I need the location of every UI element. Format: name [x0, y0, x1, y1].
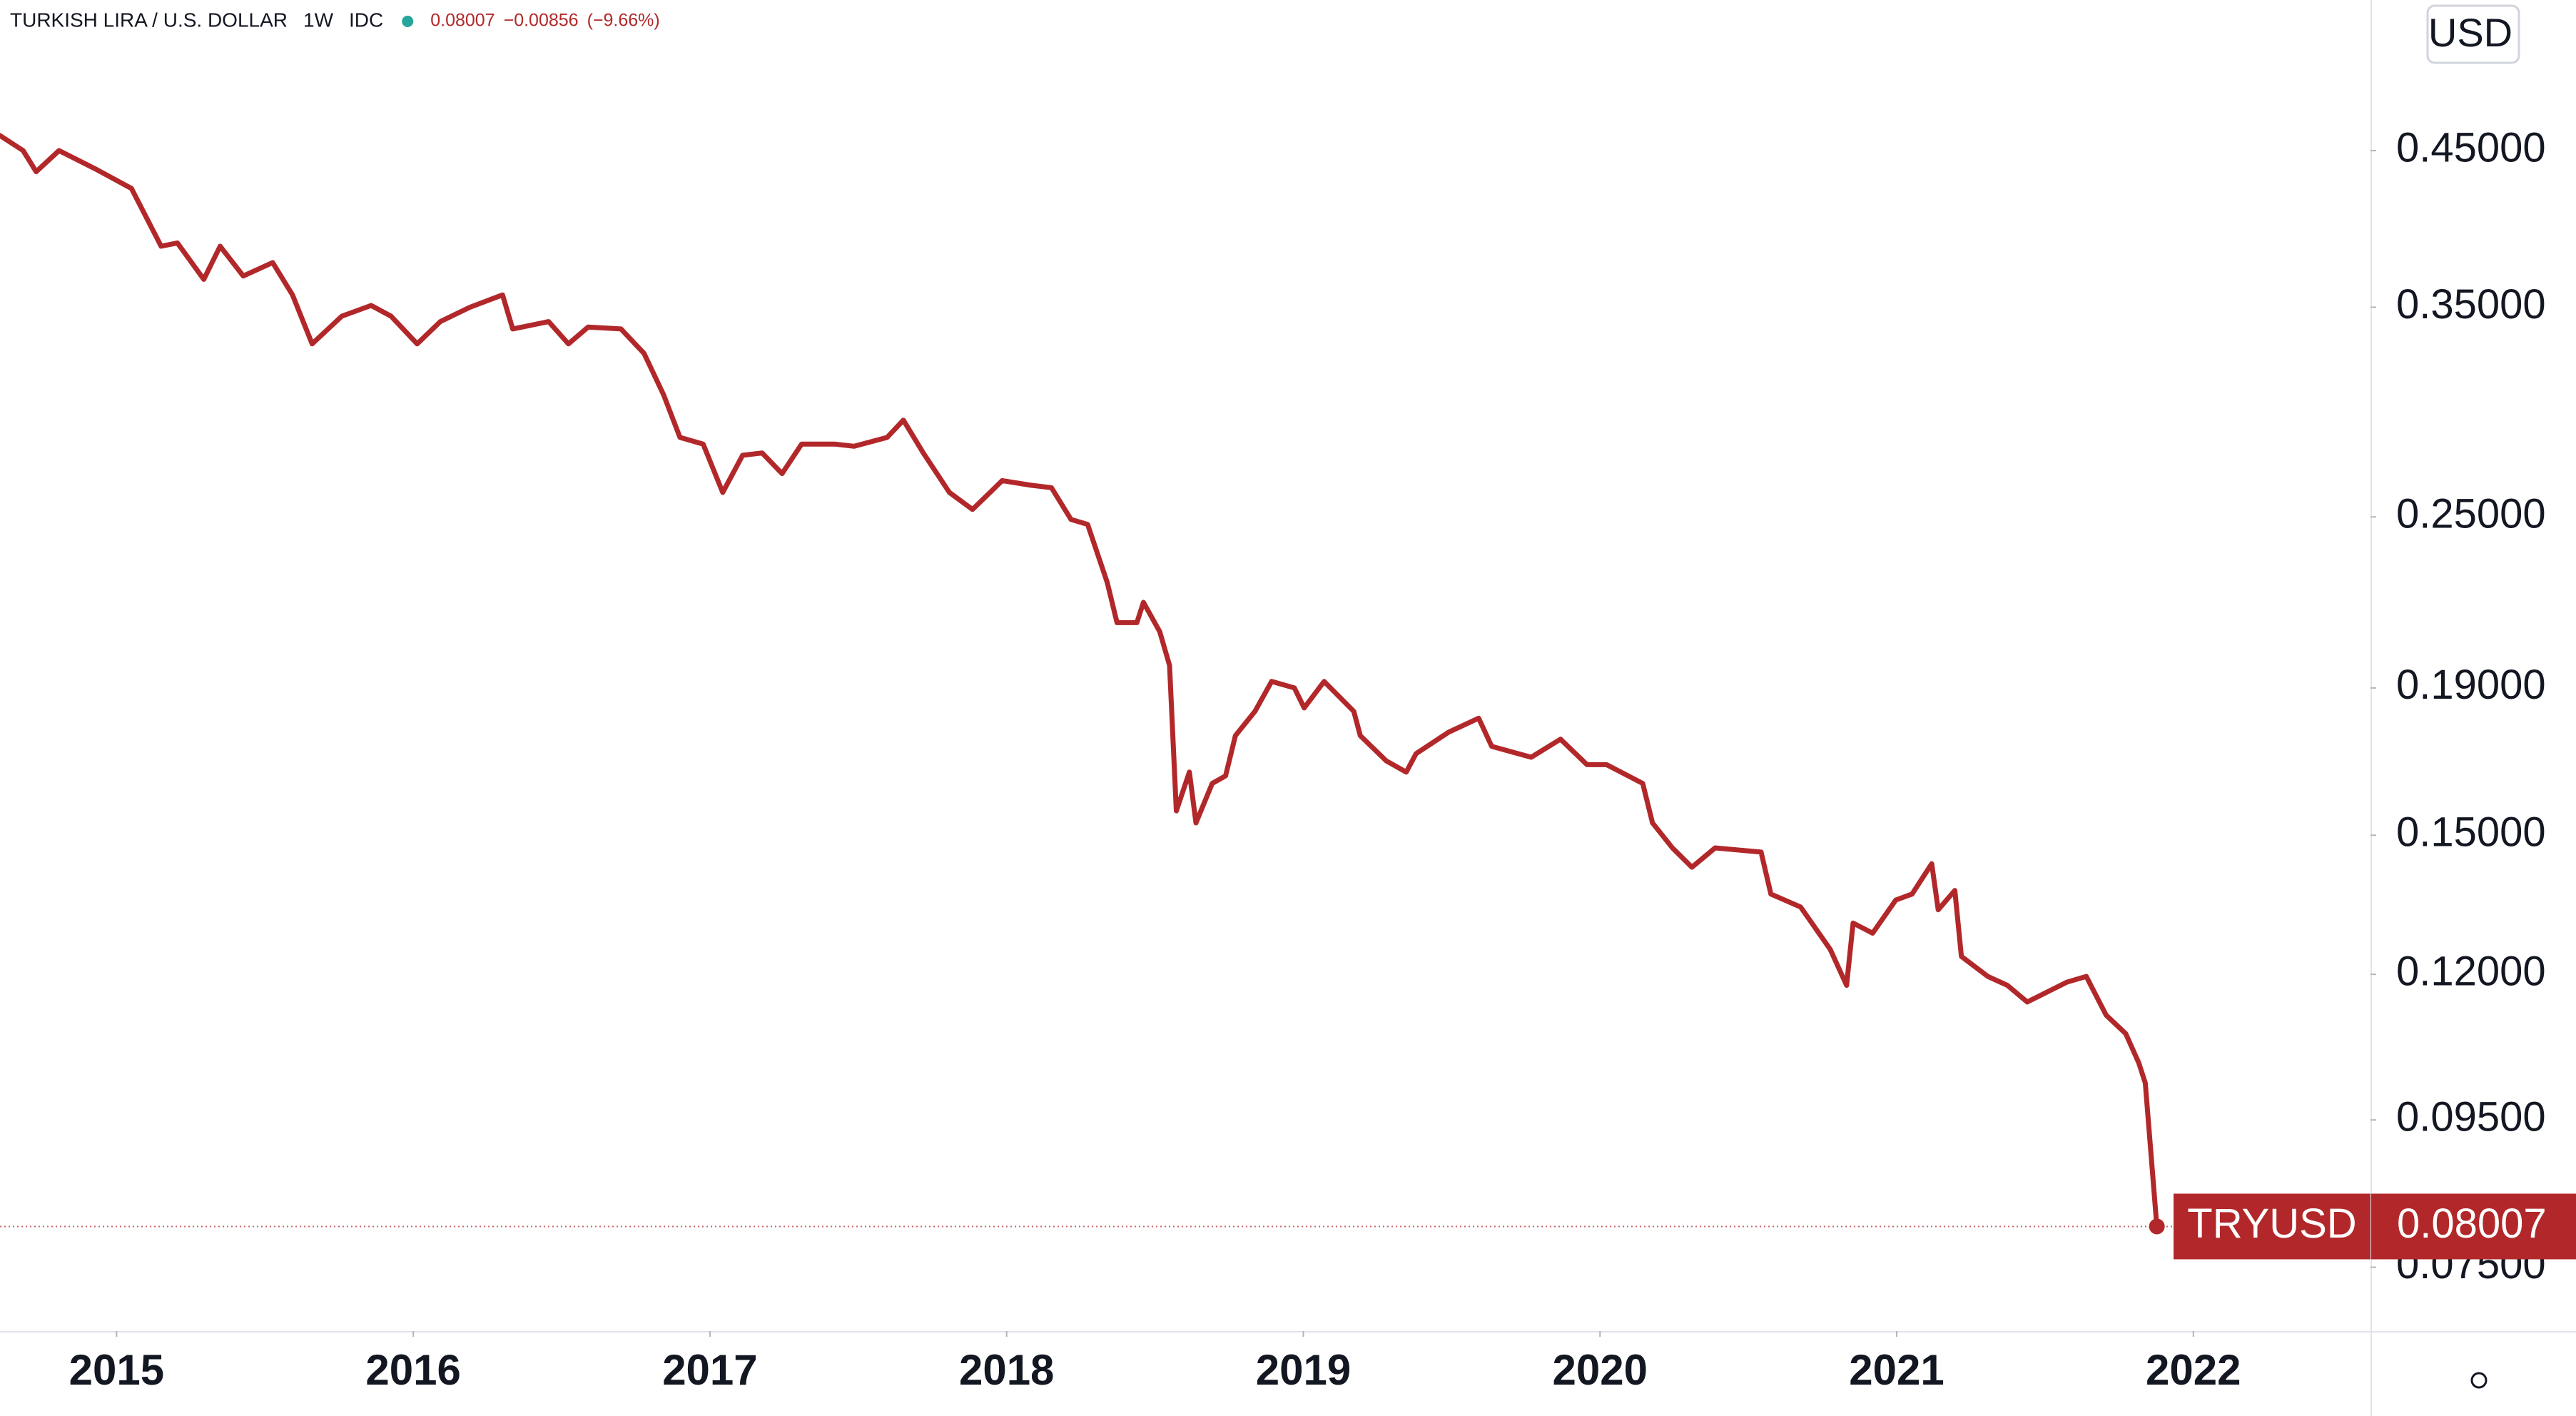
currency-button-box[interactable] [2426, 4, 2520, 64]
price-tag [2371, 1193, 2576, 1260]
y-tick-label: 0.12000 [2396, 948, 2546, 994]
x-tick-label: 2018 [959, 1346, 1054, 1394]
x-tick-label: 2019 [1256, 1346, 1351, 1394]
currency-label[interactable]: USD [2428, 10, 2512, 55]
y-tick-label: 0.19000 [2396, 662, 2546, 708]
legend-header: TURKISH LIRA / U.S. DOLLAR 1W IDC 0.0800… [10, 9, 660, 31]
change-percent: (−9.66%) [587, 11, 660, 31]
y-tick-label: 0.25000 [2396, 491, 2546, 537]
price-tag-label: 0.08007 [2397, 1200, 2547, 1247]
interval: 1W [303, 9, 334, 31]
status-dot [402, 16, 414, 27]
y-tick-label: 0.45000 [2396, 124, 2546, 171]
currency-button[interactable]: USD [2426, 4, 2520, 64]
last-price: 0.08007 [430, 11, 495, 31]
x-tick-label: 2017 [662, 1346, 757, 1394]
settings-gear[interactable] [2470, 1372, 2488, 1389]
symbol-title: TURKISH LIRA / U.S. DOLLAR [10, 9, 288, 31]
y-tick-label: 0.09500 [2396, 1093, 2546, 1140]
source: IDC [349, 9, 383, 31]
x-tick-label: 2015 [69, 1346, 164, 1394]
last-point [2149, 1218, 2165, 1235]
change: −0.00856 [504, 11, 579, 31]
x-tick-label: 2021 [1849, 1346, 1944, 1394]
y-tick-label: 0.15000 [2396, 809, 2546, 856]
x-tick-label: 2022 [2146, 1346, 2241, 1394]
x-tick-label: 2020 [1553, 1346, 1648, 1394]
settings-icon[interactable] [2470, 1372, 2488, 1389]
price-line [0, 133, 2160, 1229]
series-tag [2174, 1193, 2370, 1260]
series-tag-label: TRYUSD [2187, 1200, 2356, 1247]
y-tick-label: 0.35000 [2396, 281, 2546, 328]
x-tick-label: 2016 [365, 1346, 460, 1394]
